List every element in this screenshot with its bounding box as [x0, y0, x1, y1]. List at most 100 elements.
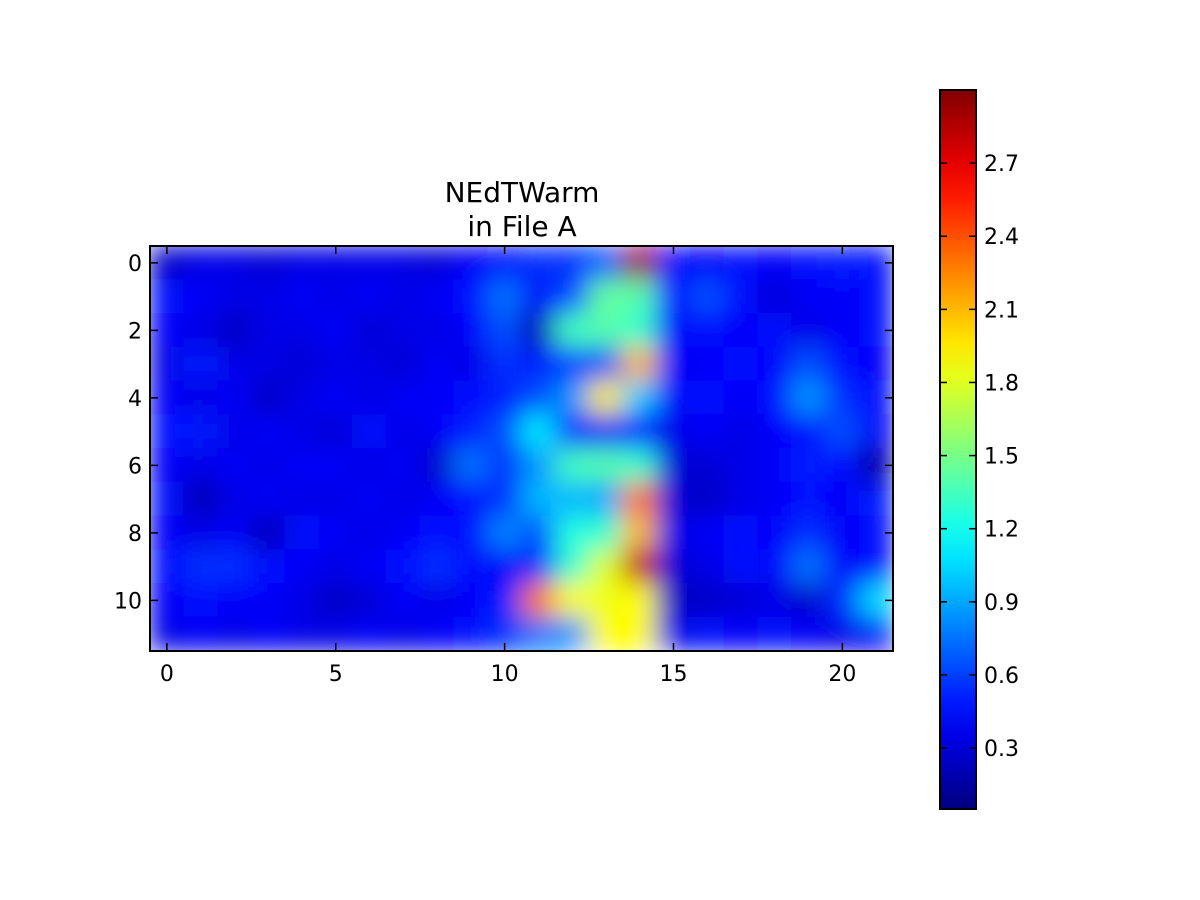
- heatmap-cell: [352, 380, 387, 416]
- heatmap-cell: [250, 481, 286, 517]
- heatmap-cell: [588, 346, 624, 382]
- heatmap-cell: [554, 448, 590, 483]
- heatmap-cell: [824, 549, 860, 584]
- heatmap-cell: [352, 481, 387, 517]
- heatmap-cell: [521, 313, 556, 348]
- heatmap-cell: [150, 279, 185, 314]
- heatmap-cell: [250, 549, 286, 584]
- heatmap-cell: [588, 515, 624, 551]
- heatmap-cell: [858, 616, 893, 651]
- heatmap-cell: [622, 380, 658, 416]
- x-tick-label: 0: [160, 662, 174, 687]
- heatmap-cell: [723, 414, 759, 449]
- colorbar-tick-label: 2.1: [984, 298, 1019, 323]
- heatmap-cell: [858, 549, 893, 584]
- heatmap-cell: [858, 279, 893, 314]
- heatmap-cell: [757, 346, 793, 382]
- heatmap-cell: [284, 279, 320, 314]
- heatmap-cell: [318, 583, 354, 618]
- y-tick-label: 4: [128, 387, 142, 412]
- heatmap-cell: [385, 616, 421, 651]
- heatmap-cell: [858, 346, 893, 382]
- heatmap-cell: [824, 279, 860, 314]
- heatmap-cell: [824, 481, 860, 517]
- heatmap-cell: [689, 313, 725, 348]
- heatmap-cell: [757, 279, 793, 314]
- heatmap-cell: [150, 481, 185, 517]
- heatmap-cell: [385, 481, 421, 517]
- heatmap-cell: [824, 414, 860, 449]
- heatmap-cell: [554, 583, 590, 618]
- heatmap-cell: [656, 279, 691, 314]
- heatmap-cell: [588, 414, 624, 449]
- heatmap-cell: [588, 380, 624, 416]
- heatmap-cell: [352, 616, 387, 651]
- heatmap-cell: [318, 448, 354, 483]
- heatmap-cell: [723, 448, 759, 483]
- heatmap-cell: [656, 313, 691, 348]
- heatmap-cell: [689, 246, 725, 281]
- heatmap-cell: [284, 313, 320, 348]
- heatmap-cell: [723, 380, 759, 416]
- heatmap-cell: [757, 448, 793, 483]
- heatmap-cell: [284, 515, 320, 551]
- heatmap-cell: [554, 414, 590, 449]
- heatmap-cell: [791, 583, 826, 618]
- heatmap-cell: [791, 481, 826, 517]
- heatmap-cell: [723, 549, 759, 584]
- colorbar-tick-label: 0.6: [984, 664, 1019, 689]
- heatmap-cell: [318, 279, 354, 314]
- heatmap-cell: [419, 346, 455, 382]
- heatmap-cell: [352, 246, 387, 281]
- y-axis: 0 2 4 6 8 10: [114, 252, 893, 614]
- heatmap-cell: [757, 481, 793, 517]
- heatmap-cell: [284, 346, 320, 382]
- heatmap-cell: [453, 583, 489, 618]
- heatmap-cell: [521, 414, 556, 449]
- heatmap-cell: [284, 549, 320, 584]
- heatmap-cell: [183, 616, 219, 651]
- heatmap-cell: [419, 246, 455, 281]
- heatmap-cell: [656, 346, 691, 382]
- heatmap-cell: [318, 380, 354, 416]
- heatmap-cell: [824, 346, 860, 382]
- heatmap-cell: [521, 448, 556, 483]
- heatmap-cell: [622, 448, 658, 483]
- heatmap-cell: [217, 515, 252, 551]
- heatmap-cell: [689, 279, 725, 314]
- heatmap-cell: [453, 313, 489, 348]
- colorbar-tick-label: 0.3: [984, 737, 1019, 762]
- heatmap-cell: [419, 515, 455, 551]
- heatmap-cell: [521, 246, 556, 281]
- heatmap-cell: [656, 380, 691, 416]
- heatmap-cell: [250, 515, 286, 551]
- heatmap-cell: [453, 414, 489, 449]
- heatmap-cell: [791, 549, 826, 584]
- heatmap-cell: [385, 380, 421, 416]
- heatmap-cell: [217, 380, 252, 416]
- heatmap-cell: [284, 246, 320, 281]
- heatmap-cell: [453, 380, 489, 416]
- heatmap-cell: [588, 616, 624, 651]
- colorbar-tick-label: 1.5: [984, 445, 1019, 470]
- heatmap-cell: [757, 414, 793, 449]
- heatmap-cell: [757, 616, 793, 651]
- colorbar: [939, 89, 977, 810]
- heatmap-cell: [217, 279, 252, 314]
- heatmap-cell: [419, 448, 455, 483]
- heatmap-cell: [352, 414, 387, 449]
- heatmap-cell: [183, 246, 219, 281]
- heatmap-cell: [419, 414, 455, 449]
- heatmap-cell: [723, 515, 759, 551]
- heatmap-cell: [554, 246, 590, 281]
- heatmap-cell: [824, 313, 860, 348]
- heatmap-cell: [183, 346, 219, 382]
- heatmap-cell: [217, 414, 252, 449]
- heatmap-cell: [588, 313, 624, 348]
- heatmap-cell: [385, 448, 421, 483]
- heatmap-cell: [689, 380, 725, 416]
- heatmap-cell: [217, 583, 252, 618]
- heatmap-cell: [622, 279, 658, 314]
- heatmap-cell: [150, 346, 185, 382]
- heatmap-cell: [183, 549, 219, 584]
